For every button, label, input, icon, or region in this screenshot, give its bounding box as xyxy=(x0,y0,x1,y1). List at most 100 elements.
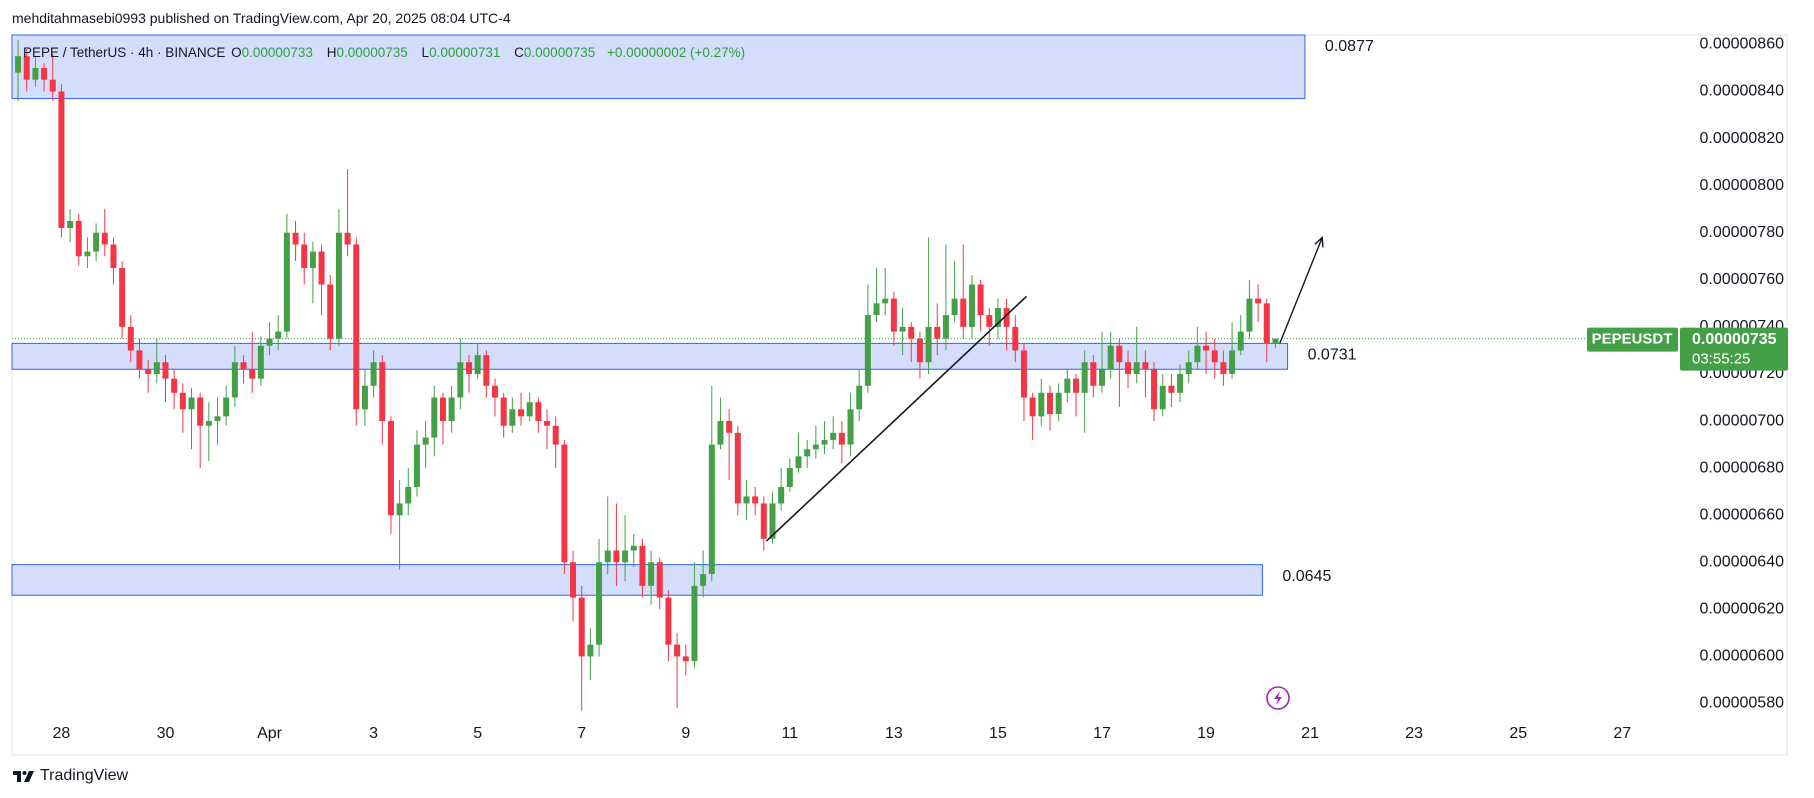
candle-body xyxy=(804,449,811,457)
x-tick-label: 13 xyxy=(885,725,903,742)
zone-label: 0.0877 xyxy=(1325,38,1374,55)
candle-body xyxy=(188,397,195,410)
candle-body xyxy=(760,503,767,539)
candle-body xyxy=(544,421,551,426)
candle-body xyxy=(1099,369,1106,386)
candle-body xyxy=(1229,350,1236,374)
candle-body xyxy=(561,444,568,563)
candle-body xyxy=(838,432,845,445)
candle-body xyxy=(908,326,915,339)
candle-body xyxy=(179,392,186,410)
zone xyxy=(11,34,1306,100)
symbol-tag xyxy=(1587,327,1678,352)
candle-body xyxy=(847,409,854,445)
candle-body xyxy=(743,496,750,504)
price-tag-label: 0.00000735 xyxy=(1692,331,1777,348)
candle-body xyxy=(457,362,464,398)
x-tick-label: 5 xyxy=(473,725,482,742)
x-tick-label: 19 xyxy=(1197,725,1215,742)
candle-body xyxy=(84,251,91,257)
ohlc-key: C xyxy=(514,45,524,60)
footer: TradingView xyxy=(13,767,128,785)
candle-body xyxy=(171,378,178,393)
candle-body xyxy=(977,284,984,316)
publish-header: mehditahmasebi0993 published on TradingV… xyxy=(12,10,511,26)
candle-body xyxy=(587,644,594,657)
candle-body xyxy=(240,362,247,370)
symbol-legend: PEPE / TetherUS · 4h · BINANCE O 0.000007… xyxy=(23,45,753,60)
candle-body xyxy=(700,574,707,586)
candle-body xyxy=(145,369,152,374)
candle-body xyxy=(1107,345,1114,370)
candle-body xyxy=(535,402,542,422)
candle-body xyxy=(405,486,412,504)
candle-body xyxy=(856,385,863,410)
zone xyxy=(11,564,1263,596)
candle-body xyxy=(717,421,724,445)
candle-body xyxy=(778,486,785,504)
candle-body xyxy=(1046,392,1053,414)
y-tick-label: 0.00000660 xyxy=(1699,506,1784,523)
candle-body xyxy=(275,331,282,339)
candle-body xyxy=(1220,362,1227,374)
candle-body xyxy=(327,284,334,339)
candle-body xyxy=(1116,345,1123,363)
candle-body xyxy=(552,425,559,445)
candle-body xyxy=(1055,392,1062,414)
candle-body xyxy=(283,232,290,332)
alert-icon xyxy=(1266,686,1290,710)
candle-body xyxy=(396,503,403,516)
candle-body xyxy=(231,362,238,398)
candle-body xyxy=(153,362,160,374)
candle-body xyxy=(15,56,22,73)
x-tick-label: 11 xyxy=(782,725,799,742)
candle-body xyxy=(518,409,525,417)
zone-label: 0.0645 xyxy=(1282,568,1331,585)
ohlc-value: 0.00000735 xyxy=(523,45,596,60)
candle-body xyxy=(197,397,204,426)
candle-body xyxy=(630,545,637,551)
price-tag xyxy=(1680,327,1788,371)
chart-frame xyxy=(11,34,1788,756)
candle-body xyxy=(344,232,351,245)
candle-body xyxy=(127,326,134,351)
ohlc-key: L xyxy=(421,45,430,60)
candle-body xyxy=(162,362,169,379)
x-tick-label: 25 xyxy=(1509,725,1527,742)
candle-body xyxy=(1081,362,1088,393)
candle-body xyxy=(1038,392,1045,417)
candle-body xyxy=(682,656,689,662)
candle-body xyxy=(379,362,386,422)
candle-body xyxy=(830,432,837,440)
candle-body xyxy=(335,232,342,339)
candle-body xyxy=(49,79,56,92)
y-tick-label: 0.00000800 xyxy=(1699,177,1784,194)
candle-body xyxy=(1012,326,1019,351)
candle-body xyxy=(58,91,65,229)
symbol: PEPE / TetherUS · 4h · BINANCE xyxy=(23,45,226,60)
candle-body xyxy=(578,597,585,657)
y-tick-label: 0.00000820 xyxy=(1699,130,1784,147)
y-tick-label: 0.00000760 xyxy=(1699,271,1784,288)
x-tick-label: Apr xyxy=(257,725,283,742)
candle-body xyxy=(110,244,117,269)
candle-body xyxy=(309,251,316,269)
candle-body xyxy=(1237,331,1244,351)
x-tick-label: 15 xyxy=(989,725,1007,742)
candle-body xyxy=(726,421,733,433)
candle-body xyxy=(75,220,82,257)
candle-body xyxy=(266,338,273,346)
y-tick-label: 0.00000860 xyxy=(1699,36,1784,53)
candle-body xyxy=(1203,345,1210,351)
x-tick-label: 27 xyxy=(1613,725,1631,742)
candle-body xyxy=(101,232,108,245)
candle-body xyxy=(41,67,48,80)
candle-body xyxy=(93,232,100,252)
candle-body xyxy=(1064,378,1071,393)
candle-body xyxy=(136,350,143,370)
countdown: 03:55:25 xyxy=(1692,351,1750,368)
candle-body xyxy=(596,562,603,645)
ohlc-key: O xyxy=(231,45,242,60)
